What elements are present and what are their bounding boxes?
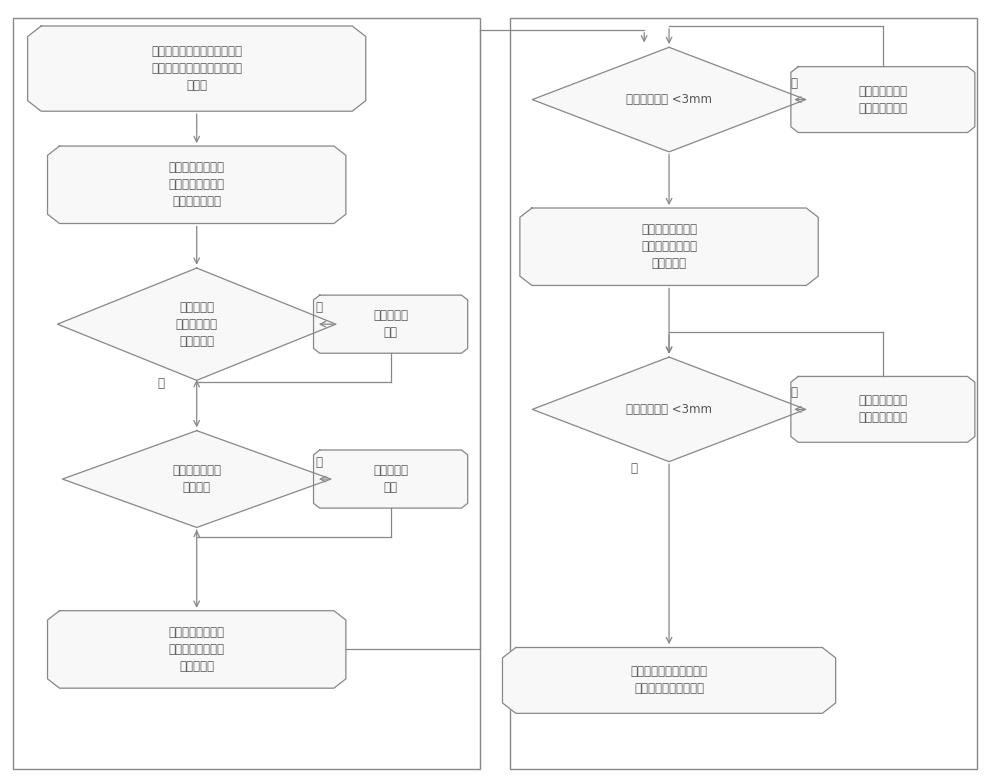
- Polygon shape: [314, 450, 468, 508]
- Polygon shape: [791, 377, 975, 442]
- Polygon shape: [520, 208, 818, 285]
- Polygon shape: [57, 268, 336, 381]
- Text: 联动运行，盖到机
身全部为白膜，按
下自动饿标按钮: 联动运行，盖到机 身全部为白膜，按 下自动饿标按钮: [169, 161, 225, 208]
- Text: 调整光电眼
位置: 调整光电眼 位置: [373, 309, 408, 339]
- Text: 压辊离压，调整
版辊相位后合压: 压辊离压，调整 版辊相位后合压: [858, 84, 907, 115]
- Text: 否: 否: [316, 456, 323, 469]
- Polygon shape: [62, 431, 331, 527]
- Polygon shape: [48, 146, 346, 224]
- Text: 判断色标误差 <3mm: 判断色标误差 <3mm: [626, 402, 712, 416]
- Polygon shape: [28, 26, 366, 112]
- Text: 压辊离压，调整
版辊相位后合压: 压辊离压，调整 版辊相位后合压: [858, 395, 907, 424]
- Text: 第二色离压，开始
预对版，一个色间
料长后合压: 第二色离压，开始 预对版，一个色间 料长后合压: [169, 626, 225, 673]
- Polygon shape: [314, 295, 468, 353]
- Text: 第三色离压，开始
预对版，一个色间
料长后合压: 第三色离压，开始 预对版，一个色间 料长后合压: [641, 223, 697, 270]
- Text: 是: 是: [630, 463, 637, 476]
- Text: 判断色标误差 <3mm: 判断色标误差 <3mm: [626, 93, 712, 106]
- Text: 安装版辊、参数设定、机器张
力投入空转上墨，调整刮刀，
开风热: 安装版辊、参数设定、机器张 力投入空转上墨，调整刮刀， 开风热: [151, 45, 242, 92]
- Polygon shape: [532, 48, 806, 152]
- Polygon shape: [791, 66, 975, 133]
- Text: 从后往前合
压，识别当前
色组引导标: 从后往前合 压，识别当前 色组引导标: [176, 300, 218, 348]
- Text: 调整光电眼
位置: 调整光电眼 位置: [373, 464, 408, 494]
- Text: 否: 否: [791, 76, 798, 90]
- Text: 否: 否: [316, 301, 323, 314]
- Polygon shape: [532, 357, 806, 462]
- Polygon shape: [48, 611, 346, 688]
- Text: 第一色合压识别
到引导标: 第一色合压识别 到引导标: [172, 464, 221, 494]
- Polygon shape: [502, 647, 836, 714]
- Text: 否: 否: [791, 386, 798, 399]
- Text: 是: 是: [158, 378, 165, 390]
- Text: 所有色组重复上述步骤，
直至最后一色调整完成: 所有色组重复上述步骤， 直至最后一色调整完成: [631, 665, 708, 696]
